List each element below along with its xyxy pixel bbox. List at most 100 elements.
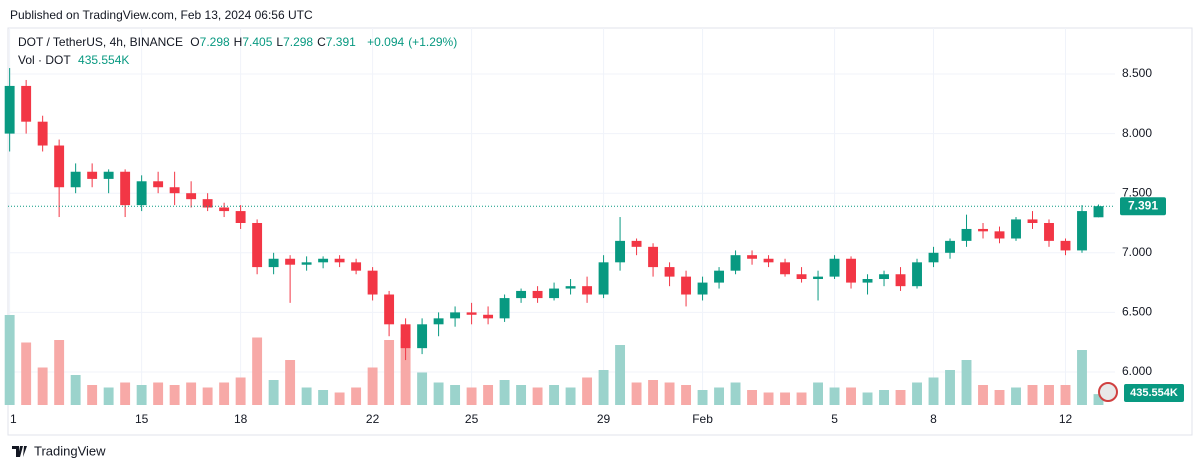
change: +0.094 <box>367 35 405 49</box>
ohlc-prefix: O <box>190 35 200 49</box>
candle-body <box>829 258 840 277</box>
candle-body <box>1077 211 1087 251</box>
volume-bar <box>565 387 576 405</box>
volume-bar <box>37 367 48 405</box>
ohlc-value: 7.298 <box>199 35 230 49</box>
ohlc-value: 7.405 <box>242 35 273 49</box>
last-price-badge <box>1120 197 1166 216</box>
volume-bar <box>780 392 790 405</box>
candle-body <box>846 258 856 283</box>
volume-bar <box>433 382 444 405</box>
volume-bar <box>615 345 626 405</box>
published-note: Published on TradingView.com, Feb 13, 20… <box>10 8 313 22</box>
change-pct: (+1.29%) <box>408 35 458 49</box>
candle-body <box>565 286 576 289</box>
x-tick-label: 25 <box>465 412 479 426</box>
volume-bar <box>70 375 81 405</box>
y-tick-label: 6.000 <box>1122 364 1152 378</box>
x-tick-label: Feb <box>692 412 713 426</box>
candle-body <box>895 274 906 287</box>
candle-body <box>994 231 1005 239</box>
ohlc-prefix: L <box>276 35 284 49</box>
volume-bar <box>516 385 527 405</box>
volume-bar <box>417 372 428 405</box>
grid <box>8 28 1115 405</box>
candle-body <box>532 290 543 299</box>
y-tick-label: 7.500 <box>1122 185 1152 199</box>
volume-bar <box>1077 350 1087 405</box>
volume-bar <box>367 367 378 405</box>
volume-bar <box>400 337 411 405</box>
volume-bar <box>846 387 856 405</box>
candle-body <box>334 258 345 263</box>
flag-icon <box>1098 382 1118 402</box>
candle-body <box>730 255 741 271</box>
candle-body <box>1044 222 1054 241</box>
candle-body <box>351 262 362 271</box>
volume-bar <box>268 380 279 405</box>
volume-bar <box>384 340 395 405</box>
volume-bar <box>549 385 560 405</box>
candle-body <box>978 228 988 232</box>
volume-bar <box>928 377 939 405</box>
candle-body <box>367 270 378 295</box>
candle-body <box>186 193 197 200</box>
volume-bar <box>961 360 972 405</box>
candle-body <box>615 240 626 263</box>
candle-body <box>961 228 972 241</box>
candle-body <box>945 240 955 253</box>
candle-body <box>417 324 428 349</box>
candle-body <box>153 181 164 188</box>
x-tick-label: 22 <box>366 412 380 426</box>
candle-body <box>483 314 494 319</box>
candle-body <box>648 246 659 268</box>
volume-title: Vol · DOT <box>18 53 71 67</box>
candle-body <box>318 258 329 263</box>
ohlc-value: 7.298 <box>283 35 314 49</box>
volume-bar <box>235 377 246 405</box>
ohlc-prefix: C <box>317 35 326 49</box>
volume-bar <box>450 385 461 405</box>
candle-body <box>1027 219 1038 223</box>
brand: TradingView <box>34 443 106 458</box>
candle-body <box>631 240 642 247</box>
candle-body <box>136 181 147 206</box>
volume-bar <box>763 392 774 405</box>
candle-body <box>70 171 81 188</box>
volume-bar <box>945 370 955 405</box>
x-tick-label: 15 <box>135 412 149 426</box>
volume-bar <box>103 387 114 405</box>
candle-body <box>549 288 560 299</box>
volume-bar <box>879 390 889 405</box>
volume-bar <box>1044 385 1054 405</box>
volume-bar <box>1060 385 1071 405</box>
candle-body <box>664 267 675 277</box>
y-tick-label: 7.000 <box>1122 245 1152 259</box>
ohlc-prefix: H <box>233 35 243 49</box>
volume-bar <box>912 382 922 405</box>
volume-bar <box>681 385 692 405</box>
volume-bar <box>829 387 840 405</box>
candle-body <box>879 274 889 280</box>
candle-body <box>235 211 246 223</box>
y-tick-label: 8.500 <box>1122 66 1152 80</box>
volume-bar <box>1011 387 1021 405</box>
x-tick-label: 1 <box>10 412 17 426</box>
volume-bar <box>895 390 906 405</box>
volume-bar <box>466 387 477 405</box>
candle-body <box>103 171 114 179</box>
volume-bar <box>1093 394 1104 405</box>
volume-bar <box>21 342 32 405</box>
candle-body <box>499 298 510 319</box>
y-tick-label: 8.000 <box>1122 126 1152 140</box>
symbol-title: DOT / TetherUS, 4h, BINANCE <box>18 35 183 49</box>
candle-body <box>466 312 477 315</box>
x-tick-label: 29 <box>597 412 611 426</box>
candle-body <box>1011 219 1021 239</box>
tv-logo <box>12 446 27 457</box>
volume-bar <box>54 340 65 405</box>
volume-bar <box>285 360 296 405</box>
volume-bar <box>136 385 147 405</box>
candle-body <box>582 286 593 295</box>
candle-body <box>37 121 48 146</box>
